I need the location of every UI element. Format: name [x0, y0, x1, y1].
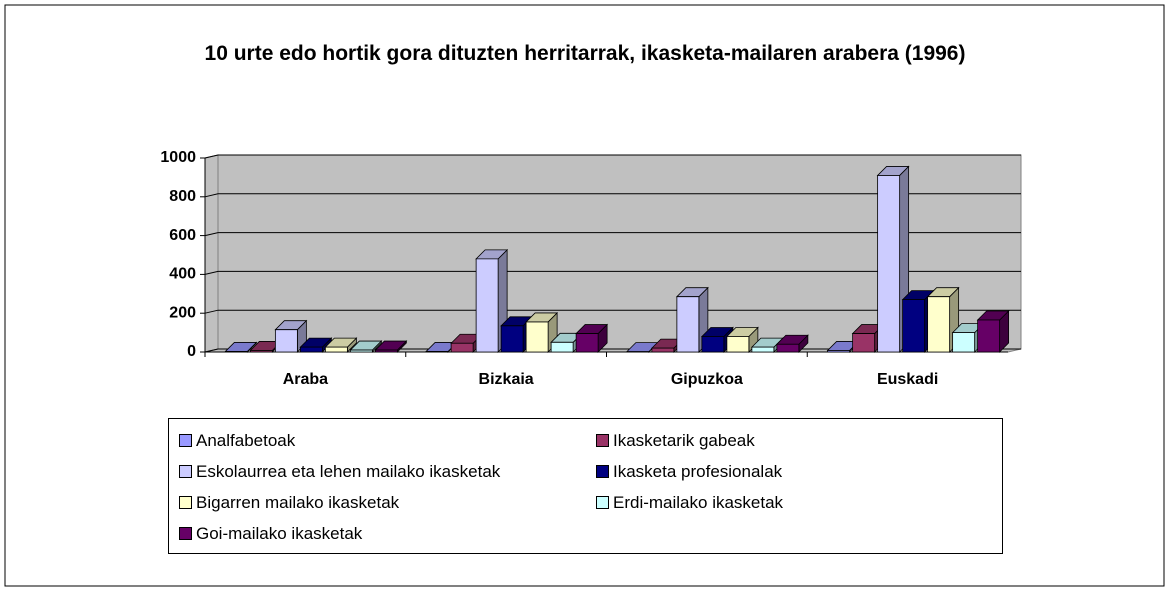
legend-item: Eskolaurrea eta lehen mailako ikasketak	[179, 456, 596, 487]
legend-swatch	[596, 496, 609, 509]
legend-item: Bigarren mailako ikasketak	[179, 487, 596, 518]
grid-line	[204, 154, 1021, 159]
legend-label: Ikasketarik gabeak	[613, 430, 755, 450]
bar	[926, 286, 960, 353]
y-tick-label: 0	[187, 343, 196, 360]
bar	[575, 323, 609, 353]
x-tick-label: Bizkaia	[479, 371, 534, 388]
legend-swatch	[596, 465, 609, 478]
grid-line	[204, 232, 1021, 237]
legend-item: Goi-mailako ikasketak	[179, 518, 596, 549]
y-tick-label: 1000	[160, 149, 196, 166]
y-tick-label: 200	[169, 304, 196, 321]
legend-label: Eskolaurrea eta lehen mailako ikasketak	[196, 461, 501, 481]
chart-title: 10 urte edo hortik gora dituzten herrita…	[204, 42, 966, 65]
x-tick-label: Gipuzkoa	[671, 371, 743, 388]
bar	[976, 310, 1010, 353]
legend: Analfabetoak Ikasketarik gabeak Eskolaurre…	[168, 418, 1003, 554]
grid-line	[204, 309, 1021, 314]
grid-line	[204, 193, 1021, 198]
legend-label: Erdi-mailako ikasketak	[613, 492, 784, 512]
grid-line	[204, 270, 1021, 275]
legend-item: Analfabetoak	[179, 425, 596, 456]
bar	[374, 340, 408, 353]
legend-item: Erdi-mailako ikasketak	[596, 487, 996, 518]
bar	[775, 334, 809, 353]
bar	[349, 340, 383, 353]
bar	[224, 341, 258, 353]
legend-swatch	[179, 465, 192, 478]
x-tick-label: Araba	[283, 371, 328, 388]
legend-item: Ikasketa profesionalak	[596, 456, 996, 487]
side-wall	[204, 154, 219, 353]
bar	[324, 337, 358, 353]
legend-label: Goi-mailako ikasketak	[196, 523, 363, 543]
y-tick-label: 800	[169, 188, 196, 205]
chart-border	[4, 4, 1165, 587]
legend-swatch	[596, 434, 609, 447]
legend-label: Analfabetoak	[196, 430, 296, 450]
bar	[299, 337, 333, 353]
legend-item: Ikasketarik gabeak	[596, 425, 996, 456]
y-tick-label: 400	[169, 266, 196, 283]
bar	[725, 326, 759, 353]
legend-swatch	[179, 496, 192, 509]
legend-label: Ikasketa profesionalak	[613, 461, 783, 481]
y-tick-label: 600	[169, 227, 196, 244]
x-tick-label: Euskadi	[877, 371, 938, 388]
bar	[274, 319, 308, 353]
bar	[475, 248, 509, 353]
legend-swatch	[179, 434, 192, 447]
legend-label: Bigarren mailako ikasketak	[196, 492, 400, 512]
legend-swatch	[179, 527, 192, 540]
